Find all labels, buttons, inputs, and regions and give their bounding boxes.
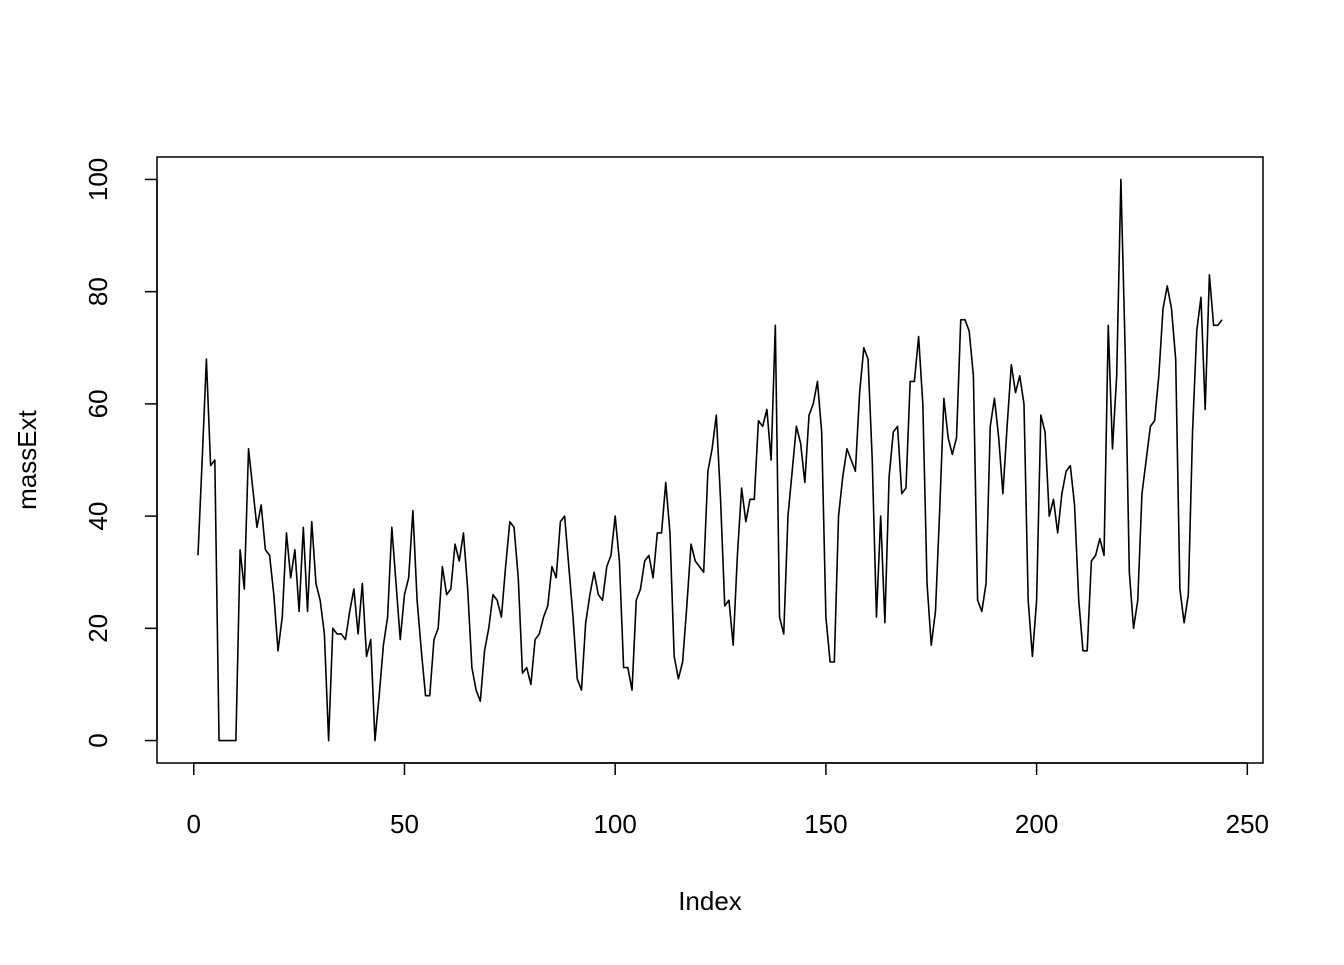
x-tick-label: 0 [187, 809, 201, 839]
x-tick-label: 100 [593, 809, 636, 839]
y-axis-label: massExt [12, 409, 42, 509]
y-tick-label: 0 [83, 733, 113, 747]
y-tick-label: 80 [83, 277, 113, 306]
y-tick-label: 20 [83, 614, 113, 643]
data-line [197, 178, 1223, 742]
x-tick-label: 250 [1226, 809, 1269, 839]
y-tick-label: 100 [83, 158, 113, 201]
x-tick-label: 200 [1015, 809, 1058, 839]
x-axis-label: Index [678, 886, 742, 916]
y-tick-label: 60 [83, 389, 113, 418]
x-tick-label: 50 [390, 809, 419, 839]
x-tick-label: 150 [804, 809, 847, 839]
y-tick-label: 40 [83, 502, 113, 531]
